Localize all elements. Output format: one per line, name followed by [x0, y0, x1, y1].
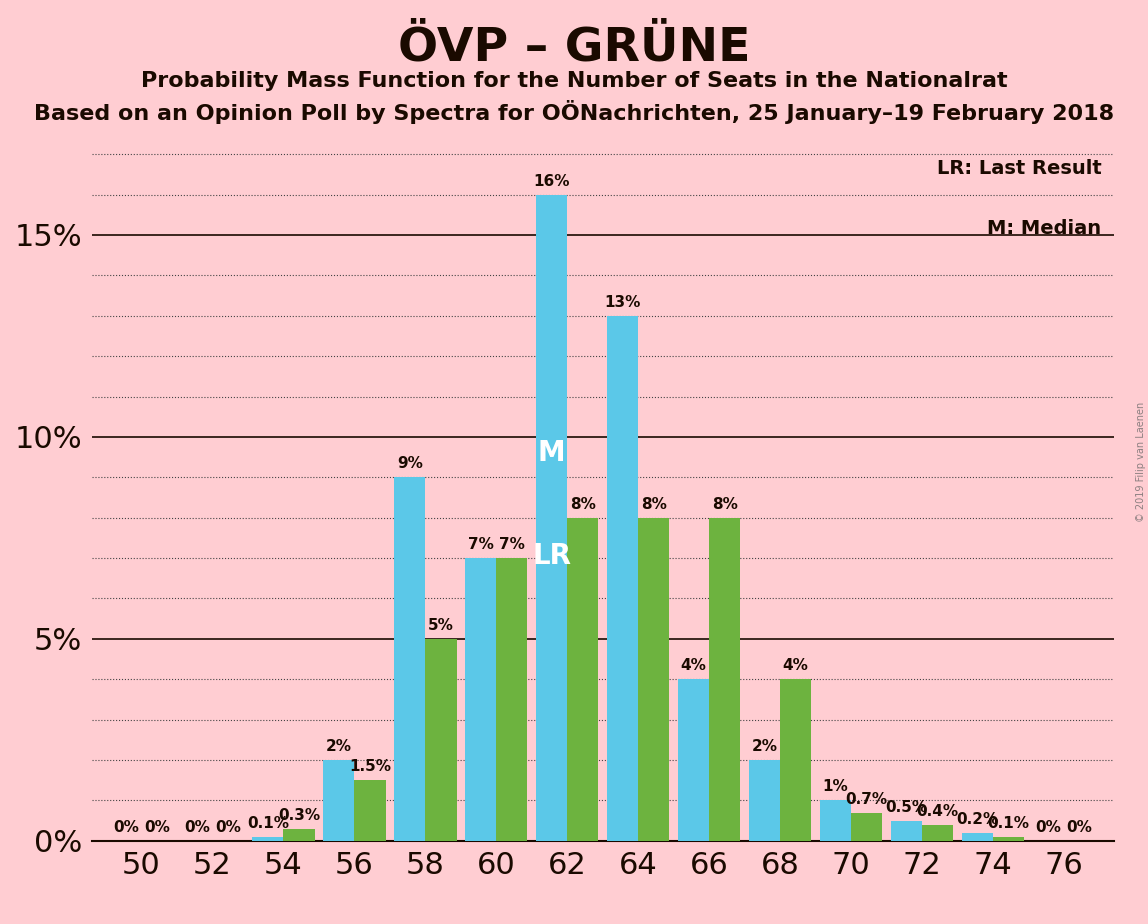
Bar	[748, 760, 781, 841]
Text: 16%: 16%	[534, 174, 569, 188]
Bar	[709, 517, 740, 841]
Text: 0%: 0%	[215, 820, 241, 834]
Bar	[638, 517, 669, 841]
Bar	[496, 558, 527, 841]
Text: Probability Mass Function for the Number of Seats in the Nationalrat: Probability Mass Function for the Number…	[141, 71, 1007, 91]
Text: 0%: 0%	[1066, 820, 1093, 834]
Text: M: Median: M: Median	[987, 219, 1101, 237]
Text: 7%: 7%	[499, 537, 525, 552]
Text: 0%: 0%	[1035, 820, 1061, 834]
Text: 9%: 9%	[397, 456, 422, 471]
Text: 0.1%: 0.1%	[987, 816, 1030, 831]
Text: 5%: 5%	[428, 618, 453, 633]
Bar	[425, 638, 457, 841]
Bar	[607, 316, 638, 841]
Text: LR: Last Result: LR: Last Result	[937, 159, 1101, 177]
Text: 2%: 2%	[752, 739, 777, 754]
Bar	[851, 812, 883, 841]
Text: Based on an Opinion Poll by Spectra for OÖNachrichten, 25 January–19 February 20: Based on an Opinion Poll by Spectra for …	[34, 100, 1114, 124]
Text: © 2019 Filip van Laenen: © 2019 Filip van Laenen	[1135, 402, 1146, 522]
Text: 0.4%: 0.4%	[916, 804, 959, 819]
Text: 0.1%: 0.1%	[247, 816, 289, 831]
Text: 0%: 0%	[184, 820, 210, 834]
Text: 4%: 4%	[681, 658, 706, 674]
Text: 0.5%: 0.5%	[885, 799, 928, 815]
Bar	[891, 821, 922, 841]
Text: 8%: 8%	[569, 496, 596, 512]
Bar	[394, 478, 425, 841]
Bar	[567, 517, 598, 841]
Text: 8%: 8%	[712, 496, 738, 512]
Bar	[781, 679, 812, 841]
Bar	[323, 760, 355, 841]
Bar	[922, 825, 953, 841]
Bar	[465, 558, 496, 841]
Text: 0.3%: 0.3%	[278, 808, 320, 822]
Text: 8%: 8%	[641, 496, 667, 512]
Text: 0.7%: 0.7%	[846, 792, 887, 807]
Text: M: M	[537, 439, 566, 467]
Text: ÖVP – GRÜNE: ÖVP – GRÜNE	[397, 26, 751, 71]
Bar	[253, 837, 284, 841]
Text: LR: LR	[533, 542, 571, 570]
Text: 13%: 13%	[604, 295, 641, 310]
Bar	[820, 800, 851, 841]
Text: 1.5%: 1.5%	[349, 760, 391, 774]
Bar	[962, 833, 993, 841]
Text: 0.2%: 0.2%	[956, 811, 999, 827]
Bar	[993, 837, 1024, 841]
Bar	[355, 780, 386, 841]
Text: 0%: 0%	[145, 820, 170, 834]
Text: 7%: 7%	[467, 537, 494, 552]
Text: 1%: 1%	[823, 779, 848, 795]
Bar	[284, 829, 315, 841]
Text: 2%: 2%	[326, 739, 351, 754]
Text: 0%: 0%	[113, 820, 139, 834]
Text: 4%: 4%	[783, 658, 808, 674]
Bar	[678, 679, 709, 841]
Bar	[536, 195, 567, 841]
